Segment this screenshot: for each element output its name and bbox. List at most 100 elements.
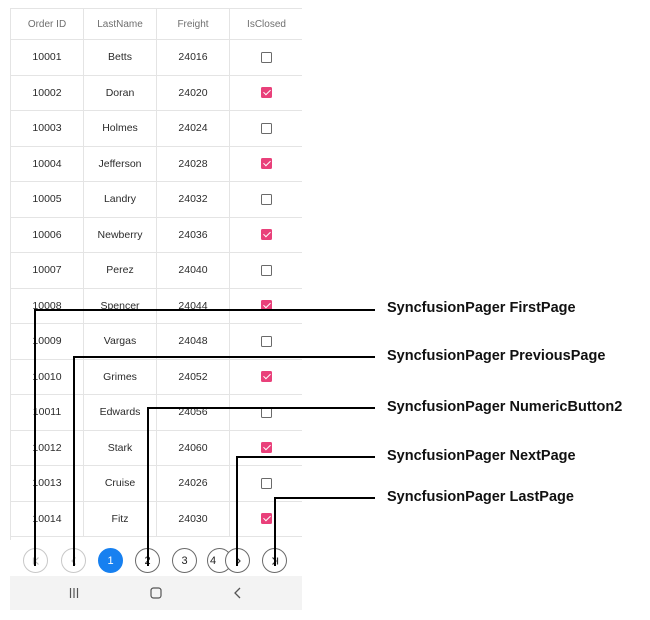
cell-is-closed — [230, 431, 302, 466]
cell-is-closed — [230, 40, 302, 75]
cell-freight: 24016 — [157, 40, 230, 75]
checkbox-unchecked[interactable] — [261, 122, 272, 134]
pager-last-page-button[interactable] — [262, 548, 287, 573]
cell-order-id: 10004 — [11, 146, 84, 181]
pager-numeric-button-3[interactable]: 3 — [172, 548, 197, 573]
cell-last-name: Newberry — [84, 217, 157, 252]
checkbox-checked[interactable] — [261, 513, 272, 525]
table-row[interactable]: 10002 Doran 24020 — [11, 75, 302, 111]
pager-first-page-button[interactable] — [23, 548, 48, 573]
callout-label-previous-page: SyncfusionPager PreviousPage — [387, 348, 606, 364]
android-navigation-bar — [10, 576, 302, 610]
cell-freight: 24032 — [157, 182, 230, 217]
table-row[interactable]: 10007 Perez 24040 — [11, 253, 302, 289]
cell-last-name: Vargas — [84, 324, 157, 359]
cell-freight: 24040 — [157, 253, 230, 288]
table-row[interactable]: 10009 Vargas 24048 — [11, 324, 302, 360]
table-row[interactable]: 10006 Newberry 24036 — [11, 217, 302, 253]
callout-label-first-page: SyncfusionPager FirstPage — [387, 300, 576, 316]
checkbox-checked[interactable] — [261, 158, 272, 170]
checkbox-checked[interactable] — [261, 300, 272, 312]
cell-order-id: 10013 — [11, 466, 84, 501]
cell-last-name: Betts — [84, 40, 157, 75]
table-row[interactable]: 10010 Grimes 24052 — [11, 359, 302, 395]
cell-last-name: Cruise — [84, 466, 157, 501]
cell-order-id: 10011 — [11, 395, 84, 430]
last-page-icon — [271, 556, 278, 565]
checkbox-checked[interactable] — [261, 442, 272, 454]
cell-is-closed — [230, 502, 302, 537]
phone-screen: Order ID LastName Freight IsClosed 10001… — [10, 8, 302, 610]
cell-freight: 24024 — [157, 111, 230, 146]
checkbox-unchecked[interactable] — [261, 264, 272, 276]
cell-freight: 24028 — [157, 146, 230, 181]
cell-last-name: Spencer — [84, 288, 157, 323]
table-row[interactable]: 10008 Spencer 24044 — [11, 288, 302, 324]
cell-order-id: 10014 — [11, 501, 84, 536]
cell-order-id: 10006 — [11, 217, 84, 252]
checkbox-unchecked[interactable] — [261, 477, 272, 489]
cell-is-closed — [230, 111, 302, 146]
cell-order-id: 10002 — [11, 75, 84, 110]
cell-is-closed — [230, 466, 302, 501]
cell-freight: 24036 — [157, 217, 230, 252]
cell-freight: 24056 — [157, 395, 230, 430]
cell-freight: 24030 — [157, 501, 230, 536]
pager-previous-page-button[interactable] — [61, 548, 86, 573]
cell-is-closed — [230, 218, 302, 253]
table-row[interactable]: 10001 Betts 24016 — [11, 40, 302, 76]
cell-is-closed — [230, 182, 302, 217]
cell-freight: 24052 — [157, 359, 230, 394]
cell-freight: 24026 — [157, 466, 230, 501]
cell-last-name: Edwards — [84, 395, 157, 430]
table-row[interactable]: 10005 Landry 24032 — [11, 182, 302, 218]
callout-label-last-page: SyncfusionPager LastPage — [387, 489, 574, 505]
table-row[interactable]: 10011 Edwards 24056 — [11, 395, 302, 431]
first-page-icon — [32, 556, 39, 565]
header-freight[interactable]: Freight — [157, 9, 230, 39]
cell-is-closed — [230, 289, 302, 324]
checkbox-unchecked[interactable] — [261, 51, 272, 63]
recent-apps-icon[interactable] — [66, 585, 82, 601]
cell-is-closed — [230, 147, 302, 182]
back-icon[interactable] — [230, 585, 246, 601]
cell-is-closed — [230, 395, 302, 430]
cell-last-name: Perez — [84, 253, 157, 288]
header-last-name[interactable]: LastName — [84, 9, 157, 39]
home-icon[interactable] — [148, 585, 164, 601]
table-row[interactable]: 10004 Jefferson 24028 — [11, 146, 302, 182]
cell-order-id: 10005 — [11, 182, 84, 217]
next-page-icon — [235, 556, 241, 565]
cell-is-closed — [230, 76, 302, 111]
table-row[interactable]: 10013 Cruise 24026 — [11, 466, 302, 502]
cell-order-id: 10010 — [11, 359, 84, 394]
cell-last-name: Doran — [84, 75, 157, 110]
table-row[interactable]: 10012 Stark 24060 — [11, 430, 302, 466]
pager-next-page-button[interactable] — [225, 548, 250, 573]
cell-order-id: 10012 — [11, 430, 84, 465]
grid-header-row: Order ID LastName Freight IsClosed — [11, 8, 302, 40]
checkbox-unchecked[interactable] — [261, 406, 272, 418]
cell-is-closed — [230, 360, 302, 395]
data-grid: Order ID LastName Freight IsClosed 10001… — [10, 8, 302, 540]
pager: 1 2 3 4 — [10, 544, 302, 578]
checkbox-checked[interactable] — [261, 87, 272, 99]
header-order-id[interactable]: Order ID — [11, 9, 84, 39]
cell-last-name: Stark — [84, 430, 157, 465]
pager-numeric-button-2[interactable]: 2 — [135, 548, 160, 573]
pager-numeric-button-1[interactable]: 1 — [98, 548, 123, 573]
callout-label-next-page: SyncfusionPager NextPage — [387, 448, 576, 464]
checkbox-unchecked[interactable] — [261, 335, 272, 347]
checkbox-checked[interactable] — [261, 371, 272, 383]
checkbox-checked[interactable] — [261, 229, 272, 241]
cell-freight: 24060 — [157, 430, 230, 465]
cell-last-name: Jefferson — [84, 146, 157, 181]
cell-last-name: Holmes — [84, 111, 157, 146]
table-row[interactable]: 10003 Holmes 24024 — [11, 111, 302, 147]
cell-order-id: 10009 — [11, 324, 84, 359]
checkbox-unchecked[interactable] — [261, 193, 272, 205]
header-is-closed[interactable]: IsClosed — [247, 18, 286, 30]
cell-last-name: Landry — [84, 182, 157, 217]
previous-page-icon — [70, 556, 76, 565]
table-row[interactable]: 10014 Fitz 24030 — [11, 501, 302, 537]
